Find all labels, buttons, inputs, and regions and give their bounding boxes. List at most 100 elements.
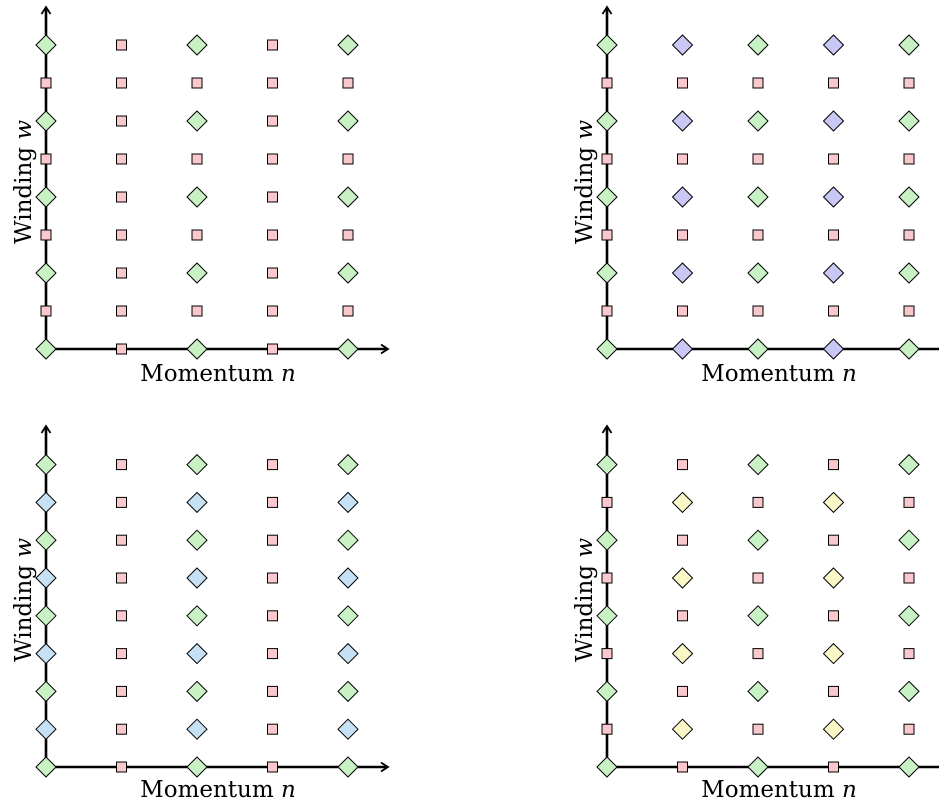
lattice-square bbox=[267, 229, 278, 241]
lattice-diamond bbox=[747, 529, 769, 551]
lattice-diamond bbox=[35, 529, 57, 551]
lattice-square bbox=[677, 685, 688, 697]
lattice-diamond bbox=[671, 567, 694, 589]
lattice-square bbox=[903, 648, 915, 660]
lattice-square bbox=[116, 191, 127, 203]
lattice-square bbox=[903, 496, 915, 508]
lattice-square bbox=[828, 534, 839, 546]
lattice-square bbox=[677, 610, 688, 622]
lattice-diamond bbox=[596, 680, 618, 703]
lattice-square bbox=[116, 723, 127, 735]
lattice-square bbox=[601, 229, 613, 241]
lattice-diamond bbox=[337, 262, 359, 284]
lattice-diamond bbox=[596, 262, 618, 284]
lattice-diamond bbox=[747, 262, 769, 284]
lattice-square bbox=[116, 77, 127, 89]
lattice-square bbox=[903, 77, 915, 89]
lattice-diamond bbox=[186, 186, 208, 208]
lattice-diamond bbox=[337, 756, 359, 778]
lattice-square bbox=[828, 610, 839, 622]
lattice-square bbox=[191, 153, 203, 165]
lattice-square bbox=[752, 572, 764, 584]
lattice-diamond bbox=[337, 567, 359, 589]
lattice-square bbox=[601, 723, 613, 735]
lattice-diamond bbox=[747, 680, 769, 703]
lattice-square bbox=[677, 534, 688, 546]
lattice-diamond bbox=[337, 718, 359, 740]
lattice-square bbox=[191, 77, 203, 89]
x-axis-label: Momentum n bbox=[701, 777, 857, 802]
lattice-square bbox=[267, 267, 278, 279]
lattice-square bbox=[677, 305, 688, 317]
lattice-diamond bbox=[898, 34, 920, 56]
lattice-square bbox=[752, 496, 764, 508]
lattice-square bbox=[267, 115, 278, 127]
lattice-diamond bbox=[898, 338, 920, 360]
lattice-square bbox=[601, 153, 613, 165]
lattice-diamond bbox=[186, 453, 208, 476]
lattice-diamond bbox=[671, 262, 694, 284]
lattice-diamond bbox=[337, 680, 359, 703]
lattice-diamond bbox=[337, 529, 359, 551]
lattice-diamond bbox=[186, 262, 208, 284]
lattice-diamond bbox=[898, 680, 920, 703]
lattice-square bbox=[342, 229, 354, 241]
panel-momentum-winding-1: Momentum n Winding w bbox=[11, 5, 390, 387]
lattice-square bbox=[752, 77, 764, 89]
lattice-diamond bbox=[747, 110, 769, 132]
lattice-diamond bbox=[822, 642, 845, 665]
lattice-diamond bbox=[186, 34, 208, 56]
lattice-square bbox=[116, 153, 127, 165]
lattice-diamond bbox=[671, 718, 694, 740]
lattice-square bbox=[601, 305, 613, 317]
lattice-diamond bbox=[898, 262, 920, 284]
lattice-marks bbox=[35, 453, 359, 778]
lattice-square bbox=[677, 459, 688, 471]
lattice-square bbox=[752, 648, 764, 660]
lattice-square bbox=[116, 267, 127, 279]
lattice-square bbox=[267, 761, 278, 773]
lattice-square bbox=[903, 229, 915, 241]
lattice-square bbox=[116, 761, 127, 773]
x-axis-label: Momentum n bbox=[701, 361, 857, 387]
lattice-diamond bbox=[35, 605, 57, 627]
lattice-square bbox=[752, 229, 764, 241]
lattice-diamond bbox=[337, 338, 359, 360]
lattice-diamond bbox=[337, 642, 359, 665]
lattice-square bbox=[828, 153, 839, 165]
lattice-diamond bbox=[596, 34, 618, 56]
lattice-square bbox=[116, 115, 127, 127]
lattice-square bbox=[267, 496, 278, 508]
lattice-diamond bbox=[822, 491, 845, 514]
lattice-square bbox=[267, 723, 278, 735]
lattice-diamond bbox=[898, 529, 920, 551]
panel-momentum-winding-3: Momentum n Winding w bbox=[11, 424, 390, 802]
lattice-diamond bbox=[671, 642, 694, 665]
lattice-diamond bbox=[186, 605, 208, 627]
lattice-diamond bbox=[898, 110, 920, 132]
lattice-diamond bbox=[186, 718, 208, 740]
lattice-diamond bbox=[822, 718, 845, 740]
lattice-diamond bbox=[35, 567, 57, 589]
lattice-square bbox=[191, 305, 203, 317]
lattice-square bbox=[267, 572, 278, 584]
lattice-square bbox=[267, 648, 278, 660]
lattice-diamond bbox=[747, 453, 769, 476]
lattice-diamond bbox=[596, 338, 618, 360]
lattice-square bbox=[828, 229, 839, 241]
lattice-square bbox=[903, 723, 915, 735]
lattice-square bbox=[342, 153, 354, 165]
lattice-diamond bbox=[186, 567, 208, 589]
lattice-square bbox=[752, 153, 764, 165]
lattice-square bbox=[828, 685, 839, 697]
lattice-diamond bbox=[822, 338, 845, 360]
lattice-diamond bbox=[671, 338, 694, 360]
lattice-diamond bbox=[186, 529, 208, 551]
lattice-diamond bbox=[337, 453, 359, 476]
lattice-marks bbox=[35, 34, 359, 360]
lattice-diamond bbox=[35, 718, 57, 740]
lattice-square bbox=[677, 77, 688, 89]
lattice-square bbox=[601, 648, 613, 660]
lattice-square bbox=[116, 39, 127, 51]
lattice-diamond bbox=[671, 186, 694, 208]
